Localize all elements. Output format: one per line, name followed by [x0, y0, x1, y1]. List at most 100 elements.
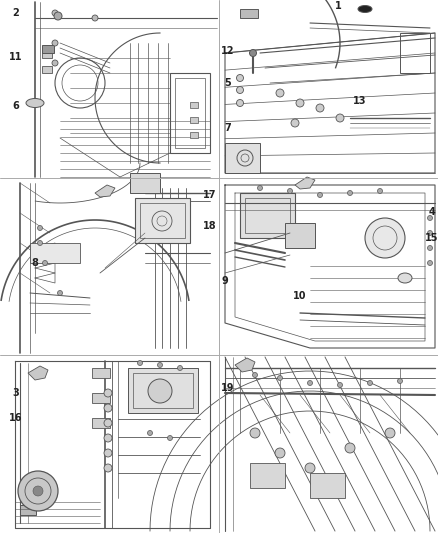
Text: 2: 2 [13, 8, 19, 18]
Bar [20, 505, 36, 515]
Text: 6: 6 [13, 101, 19, 111]
Circle shape [296, 99, 304, 107]
Text: 9: 9 [222, 276, 228, 286]
Bar [128, 368, 198, 413]
Circle shape [345, 443, 355, 453]
Circle shape [258, 185, 262, 190]
Bar [42, 66, 52, 73]
Circle shape [38, 225, 42, 230]
Ellipse shape [358, 5, 372, 12]
Circle shape [104, 419, 112, 427]
Circle shape [18, 471, 58, 511]
Bar [42, 45, 54, 53]
Circle shape [167, 435, 173, 440]
Text: 3: 3 [13, 388, 19, 398]
Circle shape [33, 486, 43, 496]
Ellipse shape [398, 273, 412, 283]
Bar [92, 368, 110, 378]
Bar [190, 102, 198, 108]
Circle shape [250, 428, 260, 438]
Circle shape [318, 192, 322, 198]
Bar [190, 132, 198, 138]
Text: 8: 8 [32, 258, 39, 268]
Circle shape [92, 15, 98, 21]
Circle shape [158, 362, 162, 367]
Circle shape [427, 230, 432, 236]
Circle shape [427, 215, 432, 221]
Text: 18: 18 [203, 221, 217, 231]
Bar [250, 463, 285, 488]
Circle shape [148, 431, 152, 435]
Circle shape [250, 50, 257, 56]
Bar [30, 243, 80, 263]
Text: 16: 16 [9, 413, 23, 423]
Text: 15: 15 [425, 233, 438, 243]
Bar [92, 393, 110, 403]
Bar [240, 193, 295, 238]
Text: 17: 17 [203, 190, 217, 200]
Circle shape [287, 189, 293, 193]
Circle shape [427, 246, 432, 251]
Circle shape [237, 86, 244, 93]
Bar [42, 52, 52, 58]
Text: 11: 11 [9, 52, 23, 62]
Polygon shape [235, 358, 255, 372]
Circle shape [38, 240, 42, 246]
Circle shape [276, 89, 284, 97]
Circle shape [385, 428, 395, 438]
Bar [130, 173, 160, 193]
Text: 13: 13 [353, 96, 367, 106]
Text: 19: 19 [221, 383, 235, 393]
Text: 4: 4 [429, 207, 435, 217]
Circle shape [278, 376, 283, 381]
Circle shape [398, 378, 403, 384]
Bar [400, 33, 430, 73]
Bar [140, 203, 185, 238]
Circle shape [307, 381, 312, 385]
Bar [285, 223, 315, 248]
Circle shape [365, 218, 405, 258]
Circle shape [52, 10, 58, 16]
Text: 12: 12 [221, 46, 235, 56]
Circle shape [148, 379, 172, 403]
Bar [133, 373, 193, 408]
Circle shape [427, 261, 432, 265]
Bar [92, 418, 110, 428]
Circle shape [237, 75, 244, 82]
Circle shape [52, 40, 58, 46]
Circle shape [252, 373, 258, 377]
Bar [190, 117, 198, 123]
Circle shape [138, 360, 142, 366]
Circle shape [237, 100, 244, 107]
Text: 1: 1 [335, 1, 341, 11]
Bar [135, 198, 190, 243]
Polygon shape [28, 366, 48, 380]
Bar [225, 143, 260, 173]
Circle shape [338, 383, 343, 387]
Circle shape [305, 463, 315, 473]
Circle shape [104, 404, 112, 412]
Text: 7: 7 [225, 123, 231, 133]
Circle shape [57, 290, 63, 295]
Circle shape [104, 464, 112, 472]
Circle shape [336, 114, 344, 122]
Circle shape [177, 366, 183, 370]
Circle shape [104, 449, 112, 457]
Polygon shape [95, 185, 115, 197]
Bar [310, 473, 345, 498]
Circle shape [347, 190, 353, 196]
Bar [245, 198, 290, 233]
Text: 5: 5 [225, 78, 231, 88]
Bar [170, 73, 210, 153]
Text: 10: 10 [293, 291, 307, 301]
Circle shape [275, 448, 285, 458]
Circle shape [316, 104, 324, 112]
Polygon shape [295, 177, 315, 189]
Bar [175, 78, 205, 148]
Circle shape [42, 261, 47, 265]
Circle shape [104, 434, 112, 442]
Circle shape [54, 12, 62, 20]
Ellipse shape [26, 99, 44, 108]
Circle shape [104, 389, 112, 397]
Circle shape [52, 60, 58, 66]
